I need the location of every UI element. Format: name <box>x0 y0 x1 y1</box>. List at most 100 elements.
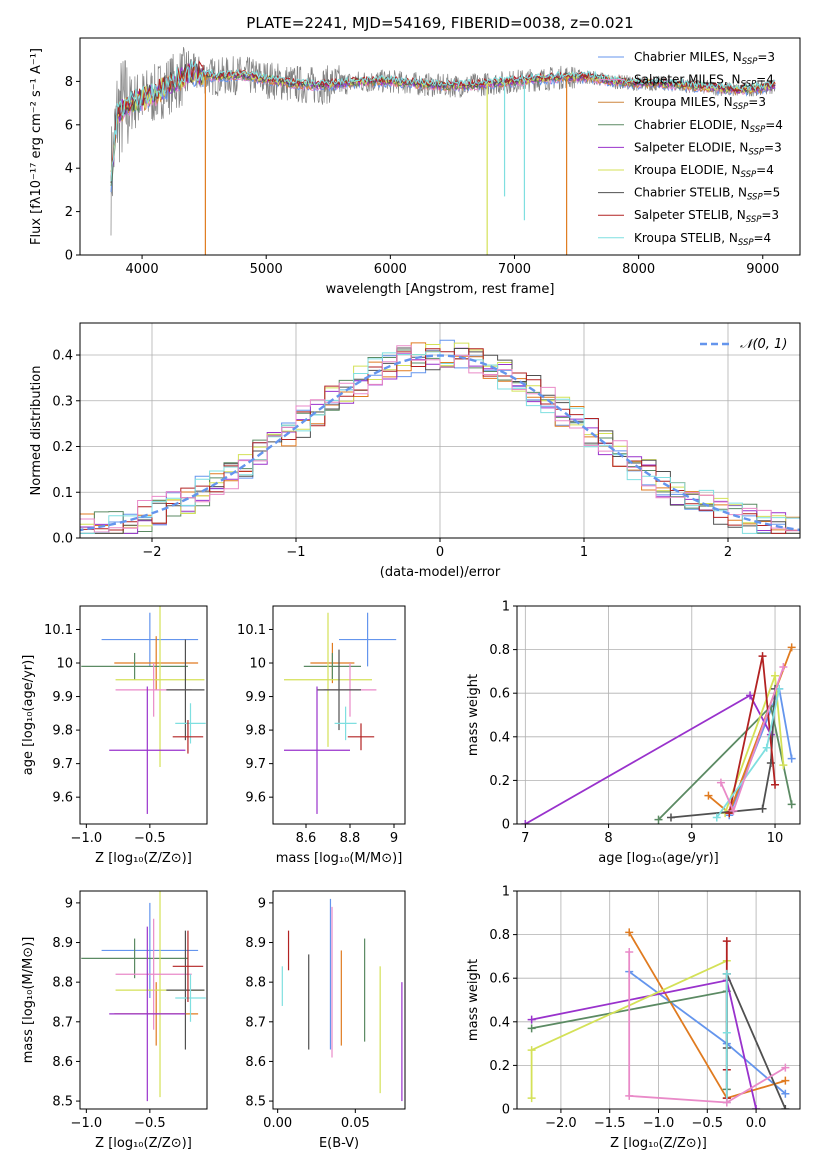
y-tick-label: 2 <box>65 205 73 220</box>
x-axis-label: age [log₁₀(age/yr)] <box>598 851 719 866</box>
x-tick-label: 7000 <box>498 262 531 277</box>
plot-area <box>110 47 776 255</box>
y-tick-label: 0.6 <box>489 687 510 702</box>
legend-entry: Salpeter MILES, NSSP=4 <box>634 73 774 90</box>
y-tick-label: 0 <box>502 818 510 833</box>
plot-area <box>81 606 206 814</box>
legend-entry: Kroupa STELIB, NSSP=4 <box>634 231 771 248</box>
histogram-step-line <box>80 339 800 534</box>
x-tick-label: 5000 <box>250 262 283 277</box>
weight-point-marker <box>625 928 634 937</box>
y-tick-label: 9.7 <box>245 757 266 772</box>
x-tick-label: 0.0 <box>746 1116 767 1131</box>
axes-residual-histogram: −2 −1 0 1 2 0.0 0.1 0.2 0.3 0.4 (data-model)/error… <box>29 322 801 580</box>
axes-weight-vs-Z: −2.0 −1.5 −1.0 −0.5 0.0 0 0.2 0.4 0.6 0.8 1 Z [log₁… <box>466 885 801 1151</box>
y-axis-label: age [log₁₀(age/yr)] <box>21 655 36 776</box>
weight-series-line <box>628 952 786 1104</box>
y-axis-label: Flux [fλ10⁻¹⁷ erg cm⁻² s⁻¹ A⁻¹] <box>29 48 44 245</box>
y-tick-label: 4 <box>65 162 73 177</box>
plot-area <box>281 898 403 1102</box>
weight-point-marker <box>746 691 755 700</box>
weight-point-marker <box>521 820 530 824</box>
plot-area <box>284 612 397 814</box>
x-tick-label: −2.0 <box>545 1116 577 1131</box>
axes-age-vs-Z: −1.0 −0.5 9.6 9.7 9.8 9.9 10 10.1 Z [log₁₀(Z/Z⊙)… <box>21 605 208 866</box>
plot-area <box>81 891 206 1102</box>
weight-point-marker <box>779 663 788 672</box>
y-axis-label: Normed distribution <box>29 366 44 496</box>
axes-mass-vs-EBV: 0.00 0.05 8.5 8.6 8.7 8.8 8.9 9 E(B-V) <box>245 890 406 1151</box>
weight-point-marker <box>527 1024 536 1033</box>
y-tick-label: 9.9 <box>245 690 266 705</box>
axes-age-vs-mass: 8.6 8.8 9 9.6 9.7 9.8 9.9 10 10.1 mass [log₁₀(M/M… <box>237 605 406 866</box>
weight-point-marker <box>771 780 780 789</box>
histogram-step-line <box>80 345 800 534</box>
weight-point-marker <box>722 1098 731 1107</box>
weight-point-marker <box>725 809 734 818</box>
weight-point-marker <box>625 1091 634 1100</box>
weight-point-marker <box>625 948 634 957</box>
x-tick-label: 4000 <box>126 262 159 277</box>
y-tick-label: 10.1 <box>44 623 73 638</box>
x-tick-label: 8.8 <box>340 831 361 846</box>
y-tick-label: 8.9 <box>52 936 73 951</box>
y-tick-label: 0.4 <box>489 1015 510 1030</box>
y-tick-label: 8.5 <box>52 1095 73 1110</box>
x-tick-label: −1.0 <box>71 1116 103 1131</box>
y-tick-label: 10 <box>56 657 73 672</box>
weight-point-marker <box>704 791 713 800</box>
x-tick-label: −0.5 <box>134 1116 166 1131</box>
y-tick-label: 0 <box>65 249 73 264</box>
weight-point-marker <box>787 754 796 763</box>
axes-frame <box>79 322 801 539</box>
weight-point-marker <box>781 1076 790 1085</box>
legend-entry: Salpeter ELODIE, NSSP=3 <box>634 140 782 157</box>
weight-point-marker <box>712 813 721 822</box>
y-tick-label: 8.8 <box>52 976 73 991</box>
y-tick-label: 0.1 <box>52 486 73 501</box>
y-tick-label: 0.2 <box>489 1059 510 1074</box>
weight-point-marker <box>729 806 738 815</box>
weight-point-marker <box>716 778 725 787</box>
legend-entry: Kroupa MILES, NSSP=3 <box>634 95 766 112</box>
weight-point-marker <box>781 1089 790 1098</box>
y-tick-label: 8.8 <box>245 976 266 991</box>
y-tick-label: 8 <box>65 75 73 90</box>
x-tick-label: 10 <box>767 831 784 846</box>
weight-point-marker <box>722 937 731 946</box>
axes-spectrum: 4000 5000 6000 7000 8000 9000 0 2 4 6 8 wavelength … <box>29 37 801 297</box>
y-tick-label: 0.3 <box>52 394 73 409</box>
model-spectrum-line <box>110 59 776 182</box>
weight-point-marker <box>527 1046 536 1055</box>
figure-title: PLATE=2241, MJD=54169, FIBERID=0038, z=0… <box>246 14 633 32</box>
y-tick-label: 0.2 <box>489 774 510 789</box>
y-tick-label: 0.4 <box>52 349 73 364</box>
x-tick-label: −0.5 <box>692 1116 724 1131</box>
axes-mass-vs-Z: −1.0 −0.5 8.5 8.6 8.7 8.8 8.9 9 Z [log₁₀(Z/Z⊙)] m… <box>21 890 208 1151</box>
x-tick-label: 6000 <box>374 262 407 277</box>
y-tick-label: 9.9 <box>52 690 73 705</box>
x-tick-label: −1.0 <box>643 1116 675 1131</box>
weight-point-marker <box>654 815 663 824</box>
x-tick-label: 9 <box>390 831 398 846</box>
y-tick-label: 8.5 <box>245 1095 266 1110</box>
x-tick-label: 9000 <box>746 262 779 277</box>
weight-point-marker <box>771 671 780 680</box>
x-tick-label: 0.00 <box>263 1116 292 1131</box>
weight-point-marker <box>781 1105 790 1109</box>
x-tick-label: 0 <box>436 545 444 560</box>
x-tick-label: 8 <box>604 831 612 846</box>
x-tick-label: 0.05 <box>341 1116 370 1131</box>
normal-curve-line <box>80 354 800 532</box>
weight-point-marker <box>527 1015 536 1024</box>
y-tick-label: 0 <box>502 1103 510 1118</box>
y-tick-label: 0.6 <box>489 972 510 987</box>
weight-point-marker <box>722 1028 731 1037</box>
legend-entry: Chabrier STELIB, NSSP=5 <box>634 186 780 203</box>
x-tick-label: 2 <box>724 545 732 560</box>
x-tick-label: −1 <box>286 545 305 560</box>
y-tick-label: 8.9 <box>245 936 266 951</box>
x-axis-label: (data-model)/error <box>380 565 501 580</box>
x-axis-label: Z [log₁₀(Z/Z⊙)] <box>95 1136 192 1151</box>
